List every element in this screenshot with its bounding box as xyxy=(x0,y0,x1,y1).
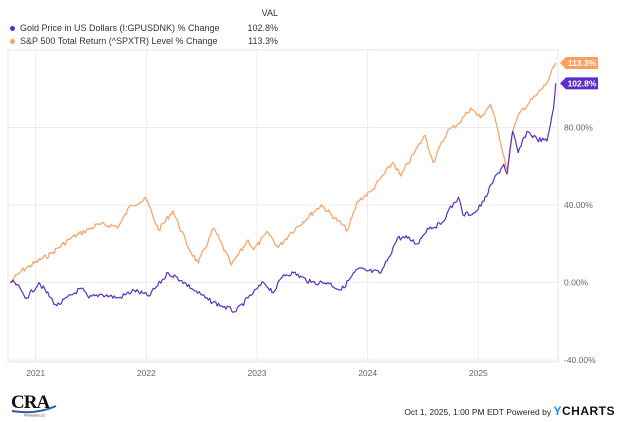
y-axis: -40.00% 0.00% 40.00% 80.00% xyxy=(564,123,596,366)
flag-value: 102.8% xyxy=(568,78,597,88)
x-tick-label: 2025 xyxy=(469,368,488,378)
legend-label: Gold Price in US Dollars (I:GPUSDNK) % C… xyxy=(20,23,220,33)
end-value-flag: 113.3% xyxy=(560,56,598,69)
series-line-1 xyxy=(10,83,557,313)
svg-text:CRA: CRA xyxy=(11,392,50,413)
x-tick-label: 2021 xyxy=(26,368,45,378)
end-value-flag: 102.8% xyxy=(560,77,598,90)
flag-value: 113.3% xyxy=(568,58,597,68)
y-tick-label: -40.00% xyxy=(564,355,596,365)
x-axis: 2021 2022 2023 2024 2025 xyxy=(26,368,488,378)
legend-value: 102.8% xyxy=(247,23,278,33)
series-dot-icon xyxy=(10,26,15,31)
end-labels: 113.3% 102.8% xyxy=(560,56,598,90)
timestamp: Oct 1, 2025, 1:00 PM EDT xyxy=(404,407,504,417)
legend-value: 113.3% xyxy=(248,36,278,46)
y-tick-label: 40.00% xyxy=(564,200,593,210)
ycharts-logo[interactable]: YCHARTS xyxy=(553,404,615,418)
footer: Oct 1, 2025, 1:00 PM EDT Powered by YCHA… xyxy=(404,404,615,418)
flag-shape xyxy=(560,77,598,90)
x-tick-label: 2023 xyxy=(248,368,267,378)
ycharts-logo-y: Y xyxy=(553,404,562,418)
powered-by-label: Powered by xyxy=(506,407,552,417)
flag-shape xyxy=(560,56,598,69)
x-tick-label: 2022 xyxy=(137,368,156,378)
y-tick-label: 0.00% xyxy=(564,278,589,288)
svg-text:Financial LLC: Financial LLC xyxy=(24,414,46,418)
grid xyxy=(7,49,559,363)
legend-label: S&P 500 Total Return (^SPXTR) Level % Ch… xyxy=(20,36,218,46)
cra-logo: CRA Financial LLC xyxy=(10,391,58,422)
series-lines xyxy=(9,62,557,313)
series-line-0 xyxy=(9,62,557,283)
y-tick-label: 80.00% xyxy=(564,123,593,133)
legend-item-gold[interactable]: Gold Price in US Dollars (I:GPUSDNK) % C… xyxy=(10,22,280,34)
x-tick-label: 2024 xyxy=(358,368,377,378)
legend-item-sp500[interactable]: S&P 500 Total Return (^SPXTR) Level % Ch… xyxy=(10,35,280,47)
legend-header: VAL xyxy=(261,8,278,18)
ycharts-logo-text: CHARTS xyxy=(562,404,615,418)
plot-border xyxy=(7,49,559,363)
series-dot-icon xyxy=(10,39,15,44)
legend: VAL Gold Price in US Dollars (I:GPUSDNK)… xyxy=(10,8,290,50)
